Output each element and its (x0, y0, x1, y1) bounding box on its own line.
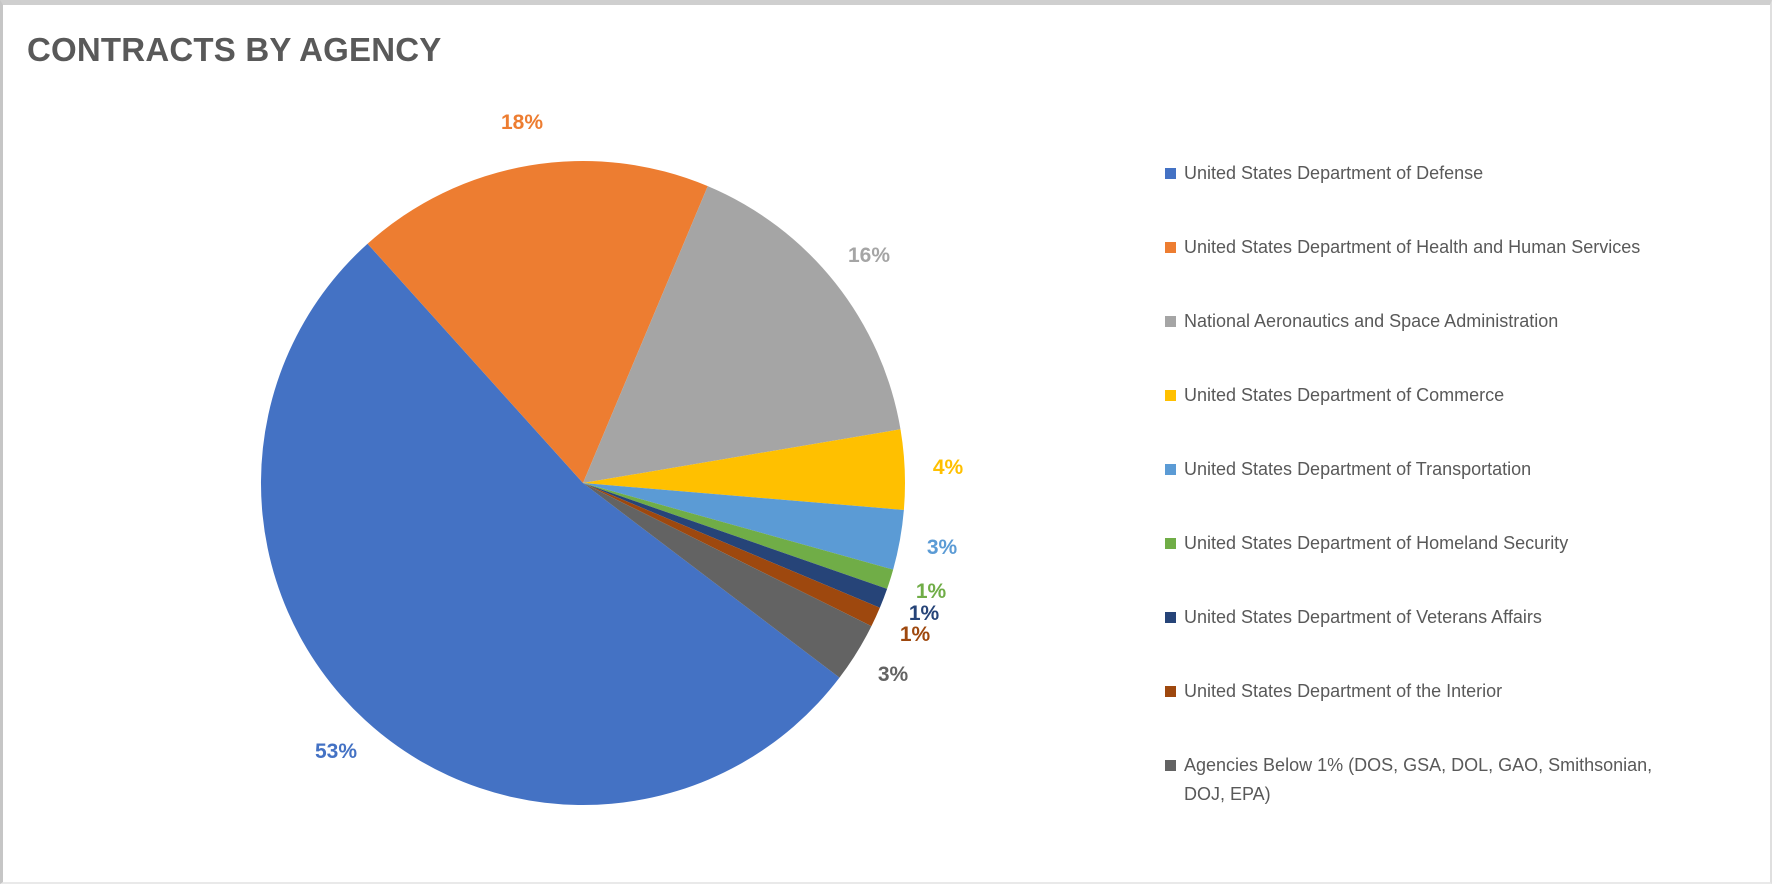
legend-item-1[interactable]: United States Department of Defense (1165, 159, 1483, 188)
pie-slice-6[interactable] (583, 483, 894, 589)
pie-percent-label: 18% (500, 111, 544, 134)
pie-slice-3[interactable] (583, 186, 901, 483)
legend-label: United States Department of the Interior (1184, 681, 1503, 701)
legend-swatch (1165, 242, 1176, 253)
legend-label: Agencies Below 1% (DOS, GSA, DOL, GAO, S… (1184, 755, 1653, 804)
legend-label: United States Department of Health and H… (1184, 237, 1641, 257)
legend-label: United States Department of Homeland Sec… (1184, 533, 1569, 553)
chart-title: CONTRACTS BY AGENCY (27, 31, 442, 68)
legend-label: United States Department of Defense (1184, 163, 1484, 183)
legend-item-6[interactable]: United States Department of Homeland Sec… (1165, 529, 1568, 558)
pie-slice-5[interactable] (583, 483, 904, 570)
pie-slice-7[interactable] (583, 483, 888, 608)
legend-label: National Aeronautics and Space Administr… (1184, 311, 1559, 331)
legend-swatch (1165, 168, 1176, 179)
pie-percent-label: 1% (899, 623, 931, 646)
legend-item-5[interactable]: United States Department of Transportati… (1165, 455, 1531, 484)
pie-slice-2[interactable] (367, 161, 708, 483)
legend-label: United States Department of Transportati… (1184, 459, 1532, 479)
legend-swatch (1165, 464, 1176, 475)
legend-item-4[interactable]: United States Department of Commerce (1165, 381, 1504, 410)
legend: United States Department of Defense Unite… (1165, 5, 1740, 882)
pie-percent-label: 1% (915, 580, 947, 603)
legend-item-7[interactable]: United States Department of Veterans Aff… (1165, 603, 1542, 632)
pie-percent-label: 53% (314, 740, 358, 763)
pie-percent-label: 3% (926, 536, 958, 559)
legend-label: United States Department of Commerce (1184, 385, 1505, 405)
legend-label: United States Department of Veterans Aff… (1184, 607, 1542, 627)
pie-slice-1[interactable] (260, 243, 840, 806)
legend-swatch (1165, 760, 1176, 771)
legend-swatch (1165, 390, 1176, 401)
legend-swatch (1165, 538, 1176, 549)
pie-slice-9[interactable] (583, 483, 872, 678)
pie-slice-8[interactable] (583, 483, 880, 627)
legend-item-8[interactable]: United States Department of the Interior (1165, 677, 1502, 706)
pie-percent-label: 1% (908, 602, 940, 625)
pie-chart[interactable] (3, 5, 1772, 884)
legend-item-2[interactable]: United States Department of Health and H… (1165, 233, 1640, 262)
legend-item-3[interactable]: National Aeronautics and Space Administr… (1165, 307, 1558, 336)
legend-swatch (1165, 612, 1176, 623)
legend-swatch (1165, 316, 1176, 327)
pie-percent-label: 4% (932, 456, 964, 479)
pie-slice-4[interactable] (583, 429, 905, 510)
legend-item-9[interactable]: Agencies Below 1% (DOS, GSA, DOL, GAO, S… (1165, 751, 1652, 809)
pie-percent-label: 3% (877, 663, 909, 686)
pie-percent-label: 16% (847, 244, 891, 267)
legend-swatch (1165, 686, 1176, 697)
